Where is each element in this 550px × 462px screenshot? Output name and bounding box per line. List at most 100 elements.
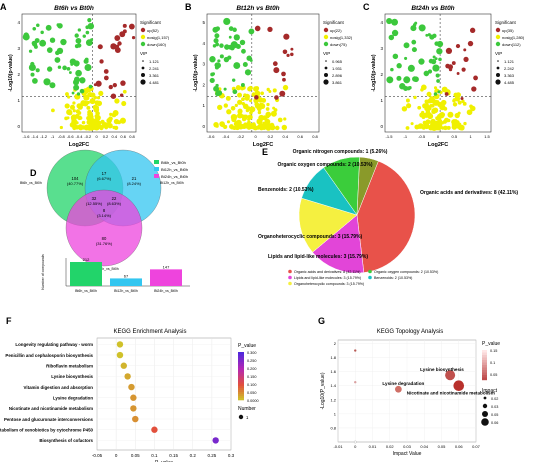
venn-set-label: Bt12h_vs_Bt0h	[160, 181, 184, 185]
point-down	[403, 76, 411, 84]
point-nosig	[247, 120, 251, 125]
point-nosig	[215, 124, 219, 128]
point-nosig	[232, 126, 236, 130]
vip-value: 1.121	[149, 59, 160, 64]
point-up	[460, 97, 464, 101]
p-colorbar-segment	[482, 360, 487, 363]
point-nosig	[454, 95, 461, 102]
point-down	[71, 91, 75, 95]
panel-letter-c: C	[363, 2, 370, 12]
point-up	[99, 59, 104, 64]
point-nosig	[427, 98, 433, 104]
pathway-label: Pentose and glucuronate interconversions	[4, 417, 94, 422]
x-tick-label: 1	[470, 134, 473, 139]
p-colorbar-segment	[482, 350, 487, 353]
point-nosig	[239, 123, 244, 128]
venn-region-percent: (3.14%)	[97, 213, 112, 218]
point-up	[282, 49, 288, 55]
pathway-label: Metabolism of xenobiotics by cytochrome …	[0, 428, 94, 433]
colorbar-segment	[238, 354, 244, 357]
point-nosig	[64, 103, 70, 109]
volcano-title: Bt24h vs Bt0h	[411, 5, 454, 12]
point-nosig	[106, 117, 112, 124]
point-nosig	[86, 105, 91, 110]
x-tick-label: -0.6	[67, 134, 75, 139]
point-nosig	[241, 97, 245, 101]
point-nosig	[96, 96, 101, 100]
chart-title: KEGG Enrichment Analysis	[113, 329, 186, 335]
point-nosig	[77, 115, 82, 121]
point-nosig	[99, 125, 104, 131]
impact-size-swatch	[482, 403, 488, 409]
p-colorbar-segment	[482, 357, 487, 361]
pie-legend-label: Organic oxygen compounds: 2 (10.53%)	[374, 270, 438, 274]
point-down	[87, 22, 95, 30]
point-nosig	[454, 122, 461, 129]
y-axis-label: -Log10(P_value)	[320, 372, 326, 409]
vip-value: 3.861	[332, 80, 343, 85]
x-tick-label: 0.3	[228, 453, 235, 458]
y-tick-label: 3	[17, 46, 20, 51]
legend-swatch	[323, 27, 329, 33]
point-nosig	[119, 117, 126, 124]
point-down	[46, 66, 53, 72]
vip-size-swatch	[497, 60, 499, 62]
point-up	[97, 44, 103, 50]
point-nosig	[67, 95, 71, 99]
legend-item: up(52)	[147, 28, 159, 33]
point-up	[279, 90, 286, 97]
y-tick-label: 2	[334, 341, 337, 346]
point-nosig	[66, 116, 70, 120]
point-nosig	[420, 88, 424, 92]
bar	[110, 278, 142, 286]
x-tick-label: -1	[404, 134, 408, 139]
x-tick-label: -0.4	[222, 134, 230, 139]
topology-point	[354, 381, 357, 384]
point-down	[28, 49, 33, 53]
point-nosig	[447, 111, 454, 118]
point-down	[388, 34, 395, 41]
pathway-label: Penicillin and cephalosporin biosynthesi…	[5, 353, 93, 358]
point-down	[242, 61, 248, 67]
point-nosig	[425, 119, 431, 125]
point-down	[212, 26, 219, 33]
colorbar-segment	[238, 358, 244, 361]
point-down	[437, 90, 441, 94]
point-down	[87, 18, 92, 23]
point-down	[228, 26, 234, 31]
point-down	[391, 29, 399, 37]
point-nosig	[59, 125, 63, 130]
point-nosig	[432, 99, 439, 106]
vip-value: 0.965	[332, 59, 343, 64]
point-nosig	[452, 119, 456, 123]
pie-legend-label: Benzenoids: 2 (10.53%)	[374, 276, 412, 280]
colorbar-segment	[238, 382, 244, 385]
pie-panel-e: E Organic nitrogen compounds: 1 (5.26%) Or…	[258, 147, 518, 286]
point-down	[40, 30, 44, 35]
colorbar-segment	[238, 356, 244, 359]
venn-region-count: 8	[103, 208, 106, 213]
point-nosig	[231, 116, 237, 123]
point-nosig	[260, 91, 264, 96]
legend-swatch	[495, 41, 501, 47]
p-colorbar-segment	[482, 355, 487, 358]
vip-size-swatch	[325, 60, 327, 62]
x-tick-label: 0.02	[386, 444, 395, 449]
vip-title: VIP	[495, 51, 502, 56]
point-down	[88, 84, 93, 89]
point-down	[423, 70, 430, 77]
pathway-label: Biosynthesis of cofactors	[39, 438, 93, 443]
colorbar-segment	[238, 352, 244, 355]
pie-legend-swatch	[288, 275, 292, 280]
point-nosig	[67, 110, 73, 116]
point-down	[425, 33, 429, 37]
colorbar-segment	[238, 390, 244, 393]
x-tick-label: 0.03	[403, 444, 412, 449]
point-nosig	[112, 125, 116, 130]
point-nosig	[226, 120, 230, 124]
point-nosig	[425, 105, 432, 111]
point-down	[36, 23, 40, 28]
colorbar-segment	[238, 368, 244, 371]
vip-value: 4.481	[149, 80, 160, 85]
point-down	[70, 62, 74, 66]
